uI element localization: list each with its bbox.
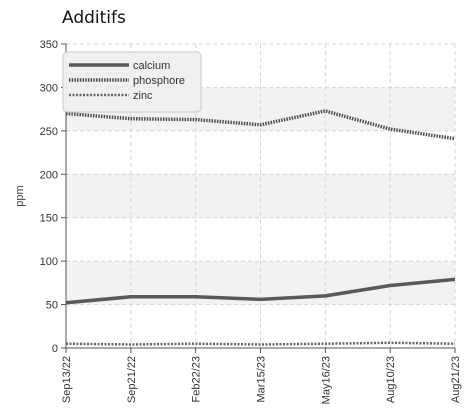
y-tick-label: 0 bbox=[52, 343, 58, 355]
data-point-phosphore bbox=[324, 110, 326, 112]
data-point-phosphore bbox=[454, 137, 456, 139]
x-tick-label: Sep13/22 bbox=[61, 356, 73, 403]
chart-title: Additifs bbox=[62, 8, 126, 28]
y-tick-label: 350 bbox=[40, 39, 58, 51]
x-tick-label: Aug21/23 bbox=[450, 356, 462, 403]
data-point-calcium bbox=[454, 278, 456, 280]
y-tick-label: 300 bbox=[40, 82, 58, 94]
x-tick-label: May16/23 bbox=[320, 356, 332, 404]
data-point-phosphore bbox=[194, 118, 196, 120]
data-point-calcium bbox=[65, 302, 67, 304]
data-point-zinc bbox=[324, 342, 326, 344]
data-point-zinc bbox=[259, 343, 261, 345]
x-tick-label: Aug10/23 bbox=[385, 356, 397, 403]
y-tick-label: 50 bbox=[46, 300, 58, 312]
x-tick-label: Mar15/23 bbox=[256, 356, 268, 402]
data-point-calcium bbox=[324, 295, 326, 297]
data-point-phosphore bbox=[130, 117, 132, 119]
series-line-phosphore bbox=[65, 109, 456, 141]
legend-label-zinc: zinc bbox=[133, 90, 153, 102]
data-point-zinc bbox=[194, 342, 196, 344]
x-tick-label: Feb22/23 bbox=[191, 356, 203, 402]
data-point-calcium bbox=[389, 284, 391, 286]
data-point-zinc bbox=[389, 342, 391, 344]
legend-box bbox=[62, 51, 202, 113]
data-point-calcium bbox=[259, 298, 261, 300]
data-point-zinc bbox=[130, 343, 132, 345]
legend-label-phosphore: phosphore bbox=[133, 75, 185, 87]
series-line-calcium bbox=[65, 277, 456, 305]
data-point-phosphore bbox=[65, 112, 67, 114]
legend-label-calcium: calcium bbox=[133, 60, 170, 72]
y-axis-label: ppm bbox=[14, 185, 26, 206]
y-tick-label: 150 bbox=[40, 213, 58, 225]
y-tick-label: 100 bbox=[40, 256, 58, 268]
data-point-calcium bbox=[130, 296, 132, 298]
data-point-phosphore bbox=[389, 128, 391, 130]
data-point-calcium bbox=[194, 296, 196, 298]
grid-band bbox=[66, 174, 455, 218]
series-line-zinc bbox=[65, 341, 456, 346]
data-point-zinc bbox=[454, 342, 456, 344]
data-point-phosphore bbox=[259, 124, 261, 126]
y-tick-label: 200 bbox=[40, 169, 58, 181]
data-point-zinc bbox=[65, 342, 67, 344]
y-tick-label: 250 bbox=[40, 126, 58, 138]
x-tick-label: Sep21/22 bbox=[126, 356, 138, 403]
